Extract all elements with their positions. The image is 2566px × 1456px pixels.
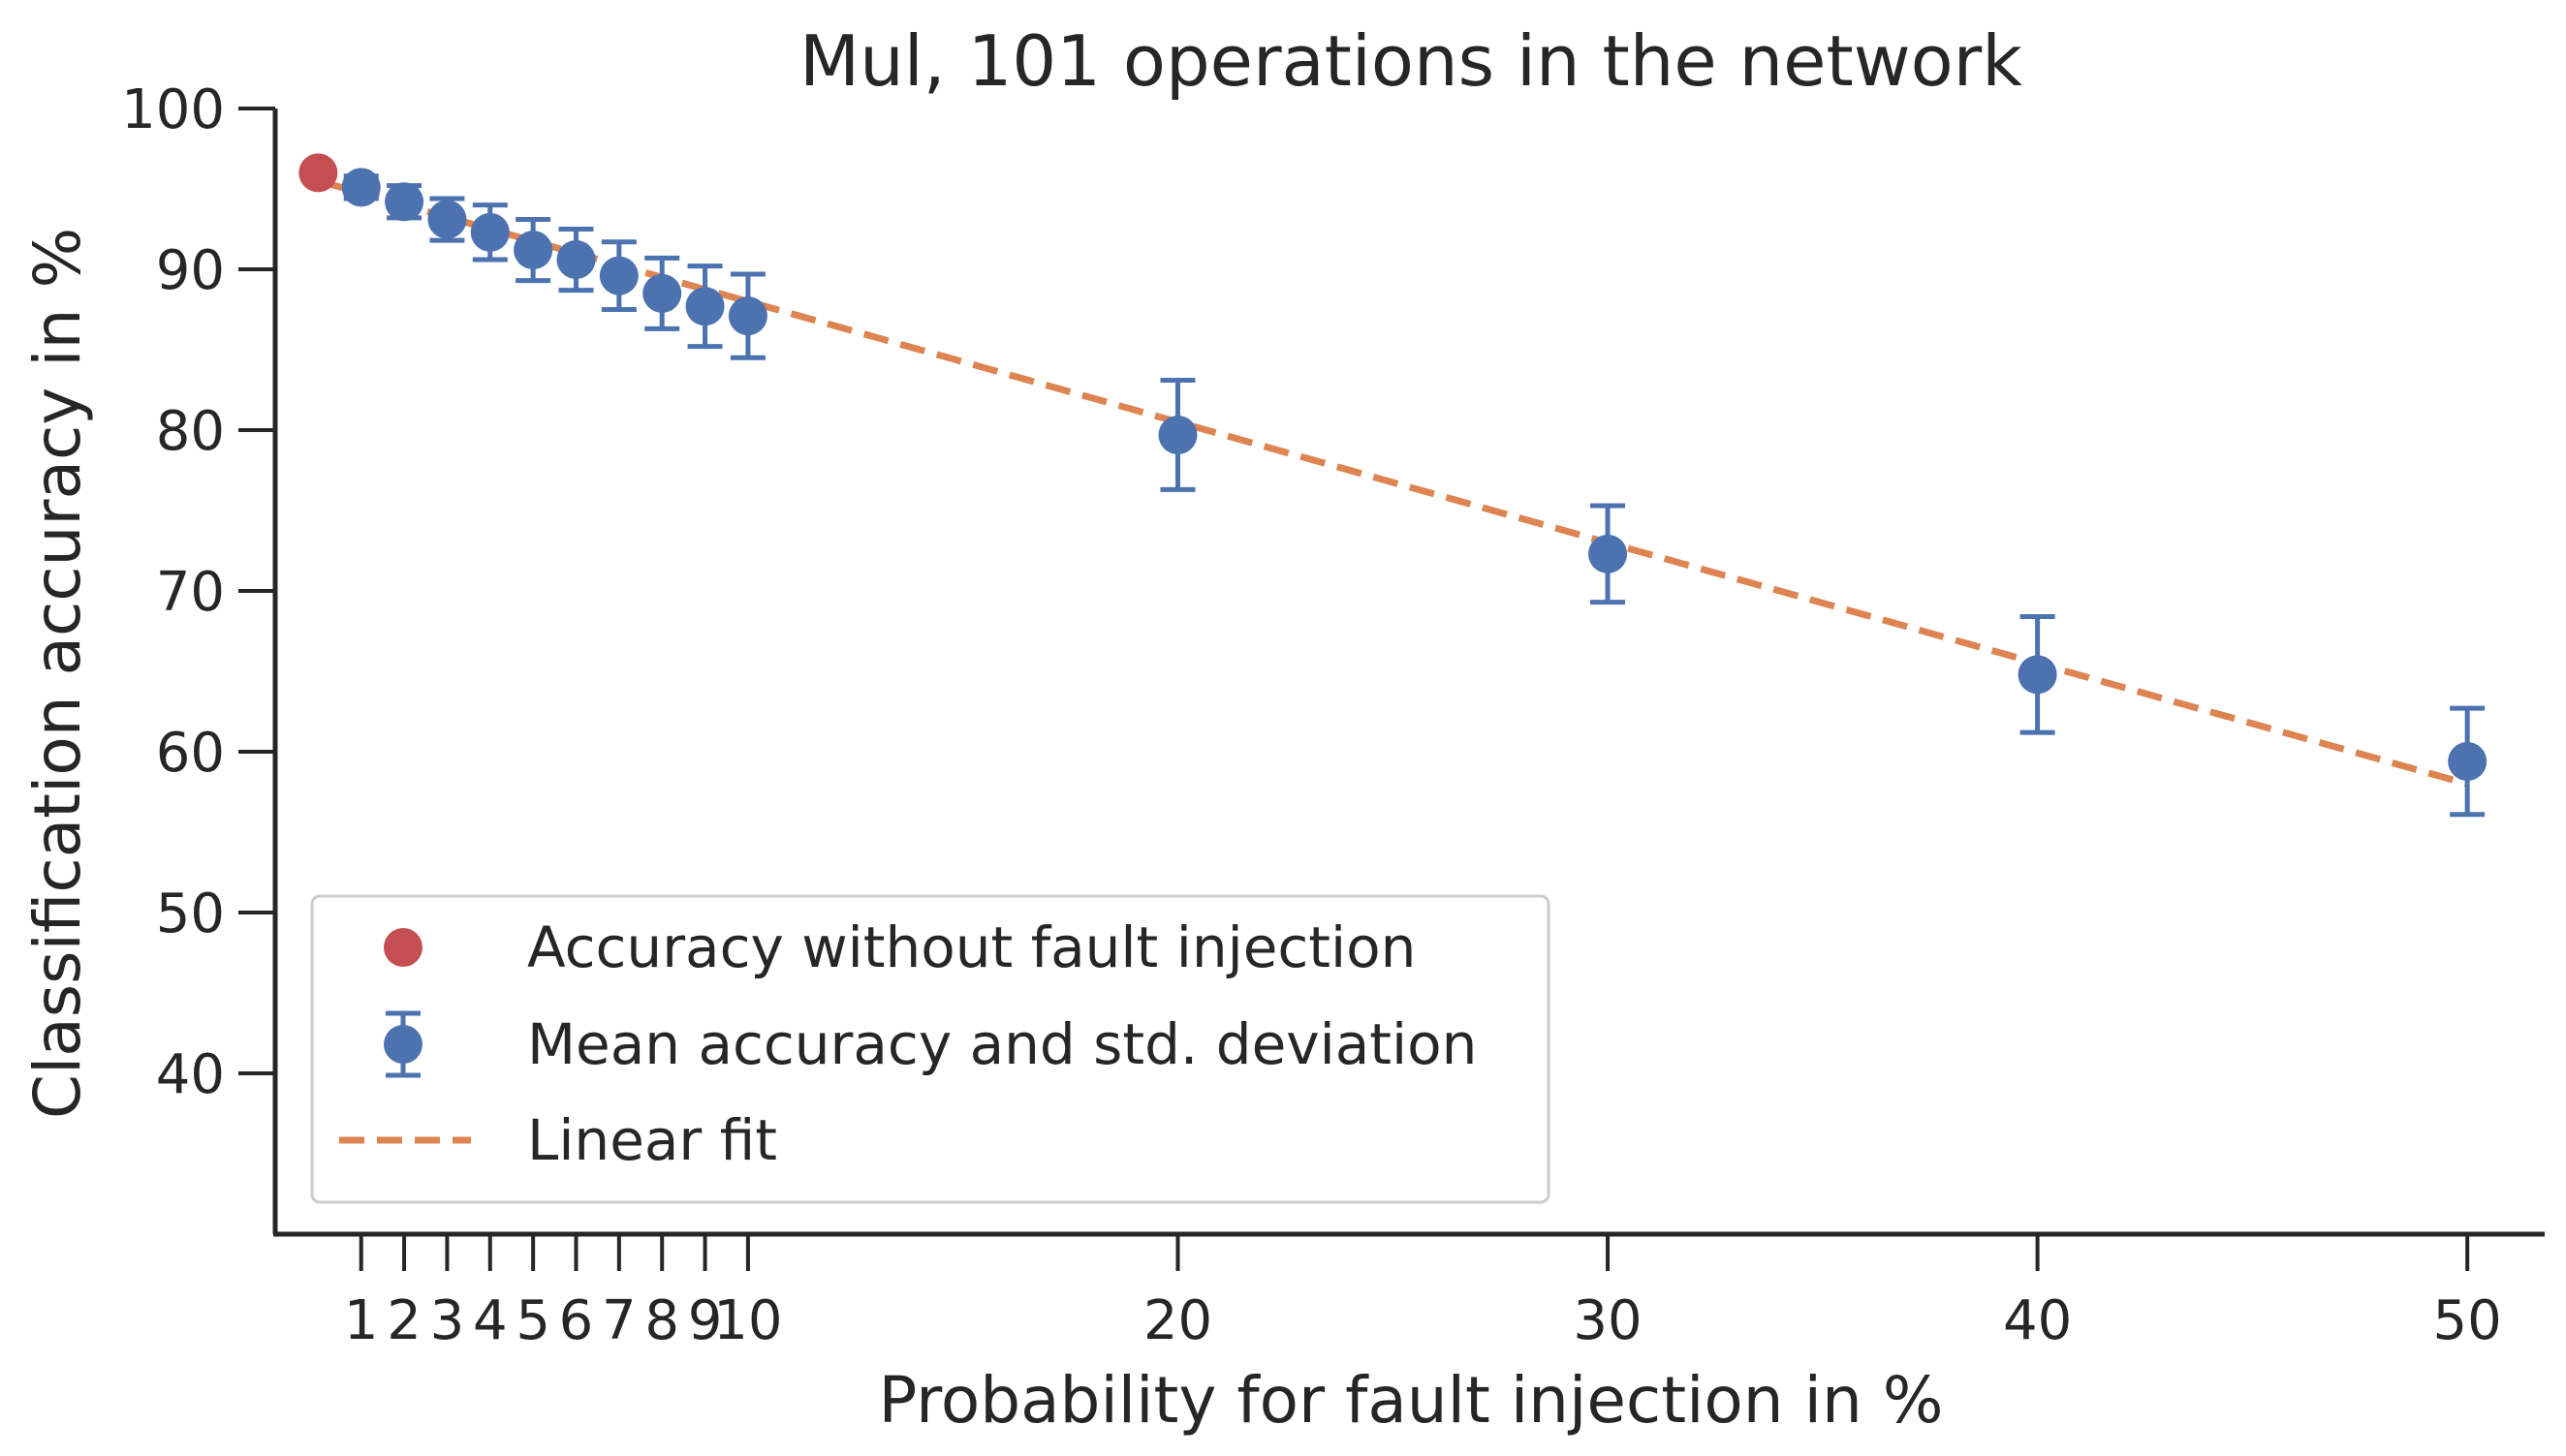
mean-accuracy-point (1588, 534, 1628, 573)
x-tick-label: 30 (1573, 1289, 1642, 1352)
x-tick-label: 20 (1143, 1289, 1212, 1352)
mean-accuracy-point (470, 212, 510, 252)
x-tick-label: 3 (430, 1289, 465, 1352)
x-tick-label: 9 (688, 1289, 723, 1352)
linear-fit-layer (317, 177, 2469, 788)
y-tick-label: 90 (156, 239, 225, 302)
legend-label-baseline: Accuracy without fault injection (527, 914, 1416, 980)
y-tick-label: 60 (156, 722, 225, 785)
mean-accuracy-point (556, 240, 596, 280)
x-tick-label: 5 (516, 1289, 550, 1352)
x-tick-label: 4 (473, 1289, 508, 1352)
mean-accuracy-point (2448, 741, 2488, 781)
x-tick-label: 6 (559, 1289, 594, 1352)
legend-frame (310, 894, 1550, 1204)
mean-accuracy-point (685, 287, 725, 326)
baseline-accuracy-point (298, 153, 338, 193)
x-axis-label: Probability for fault injection in % (879, 1363, 1944, 1438)
mean-accuracy-point (341, 168, 381, 207)
chart-title: Mul, 101 operations in the network (799, 20, 2022, 102)
y-tick-label: 80 (156, 400, 225, 463)
y-ticks: 40 50 60 70 80 90 100 (121, 78, 275, 1106)
legend: Accuracy without fault injection Mean ac… (310, 894, 1550, 1204)
legend-marker-errorbar (384, 1010, 422, 1078)
x-tick-label: 50 (2433, 1289, 2502, 1352)
axes: 1 2 3 4 5 6 7 8 910 20 30 40 50 40 50 60 70 80 90 100 (121, 78, 2545, 1352)
mean-accuracy-point (728, 296, 767, 336)
mean-accuracy-point (385, 182, 424, 222)
x-tick-label: 8 (644, 1289, 679, 1352)
y-tick-label: 100 (121, 78, 225, 141)
x-tick-label: 1 (344, 1289, 379, 1352)
points-layer (298, 153, 2488, 818)
mean-accuracy-point (599, 256, 639, 295)
y-tick-label: 50 (156, 883, 225, 945)
legend-label-mean: Mean accuracy and std. deviation (527, 1011, 1477, 1077)
mean-accuracy-point (1158, 415, 1198, 454)
y-tick-label: 70 (156, 561, 225, 624)
y-tick-label: 40 (156, 1043, 225, 1106)
x-tick-label: 7 (602, 1289, 637, 1352)
mean-accuracy-point (514, 231, 553, 270)
legend-label-fit: Linear fit (527, 1107, 777, 1173)
x-tick-label: 10 (713, 1289, 782, 1352)
x-tick-label: 40 (2003, 1289, 2072, 1352)
linear-fit-line (317, 177, 2469, 788)
y-axis-label: Classification accuracy in % (20, 228, 95, 1119)
mean-accuracy-point (427, 200, 467, 239)
mean-accuracy-point (642, 273, 682, 313)
plot-area (298, 153, 2488, 818)
mean-accuracy-point (2018, 655, 2057, 695)
x-tick-label: 2 (387, 1289, 422, 1352)
legend-marker-baseline (384, 928, 422, 967)
x-ticks: 1 2 3 4 5 6 7 8 910 20 30 40 50 (344, 1234, 2502, 1352)
